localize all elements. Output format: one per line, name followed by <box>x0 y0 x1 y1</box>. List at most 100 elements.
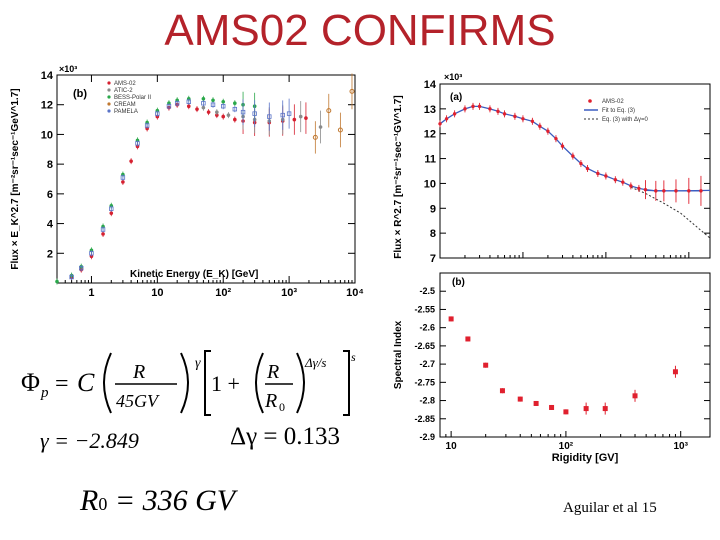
data-point <box>286 111 292 116</box>
data-point <box>337 127 343 133</box>
eq-bracket-right <box>343 350 350 416</box>
x-tick-label: 1 <box>88 287 94 299</box>
y-tick-label: 13 <box>424 104 436 116</box>
data-point <box>496 109 500 114</box>
y-tick-label: 14 <box>424 79 437 91</box>
data-point <box>637 186 641 191</box>
data-point <box>687 189 691 193</box>
data-point <box>477 104 482 109</box>
y-multiplier: ×10³ <box>444 72 462 82</box>
data-point <box>471 104 475 109</box>
y-tick-label: 14 <box>41 70 54 82</box>
x-tick-label: 10³ <box>281 287 297 299</box>
data-point <box>195 107 199 111</box>
citation-credit: Aguilar et al 15 <box>563 500 657 516</box>
data-point <box>144 123 150 128</box>
data-point <box>499 388 505 394</box>
data-point <box>613 178 618 182</box>
eq-phi: Φ <box>21 368 40 397</box>
data-point <box>109 211 114 215</box>
flux-equation: Φ p = C R 45GV γ 1 + R R 0 Δγ/s s <box>21 350 356 416</box>
data-point <box>292 117 297 122</box>
data-point <box>121 180 125 184</box>
data-point <box>438 122 442 126</box>
eq-paren-left-1 <box>103 352 112 414</box>
data-point <box>465 336 471 342</box>
x-tick-label: 10² <box>559 441 574 452</box>
legend-marker <box>107 88 111 92</box>
y-tick-label: 11 <box>424 154 436 166</box>
data-point <box>174 101 180 106</box>
data-point <box>488 107 492 111</box>
r0-symbol: R <box>80 484 99 517</box>
data-point <box>232 106 238 112</box>
eq-frac2-num: R <box>266 361 279 383</box>
y-tick-label: -2.9 <box>419 432 435 442</box>
data-point <box>100 227 106 232</box>
delta-gamma-value: Δγ = 0.133 <box>230 423 340 450</box>
data-point <box>602 406 608 412</box>
panel-label: (b) <box>73 88 87 100</box>
data-point <box>629 184 633 188</box>
data-point <box>579 161 583 166</box>
no-break-curve <box>630 186 711 239</box>
x-tick-label: 10³ <box>673 441 688 452</box>
eq-const: C <box>77 368 95 397</box>
data-point <box>280 112 285 118</box>
data-point <box>560 144 565 148</box>
data-point <box>621 180 625 184</box>
data-point <box>89 251 94 256</box>
data-point <box>318 125 323 129</box>
flux-energy-chart: 1 10 10² 10³ 10⁴ 2 4 6 8 10 12 14 ×10³ Kinetic Energy… <box>10 64 364 299</box>
data-point <box>201 101 206 106</box>
y-tick-label: 10 <box>424 178 436 190</box>
data-point <box>120 175 126 180</box>
y-tick-label: -2.85 <box>414 414 435 424</box>
data-point <box>155 111 160 116</box>
plot-frame <box>56 74 356 284</box>
eq-bracket-left <box>204 350 211 416</box>
data-point <box>596 171 600 176</box>
data-point <box>298 114 303 119</box>
data-point <box>585 166 590 171</box>
legend-marker <box>107 109 111 113</box>
data-point <box>349 88 355 94</box>
plot-frame <box>439 272 711 438</box>
y-tick-label: 8 <box>430 228 436 240</box>
data-point <box>583 406 589 412</box>
data-point <box>530 119 535 123</box>
eq-one-plus: 1 + <box>211 371 240 396</box>
data-point <box>452 112 457 116</box>
data-point <box>135 141 140 146</box>
data-point <box>538 124 542 128</box>
eq-frac1-den: 45GV <box>116 391 160 411</box>
y-axis-label: Flux × R^2.7 [m⁻²sr⁻¹sec⁻¹GV^1.7] <box>393 95 404 258</box>
legend-entry: Fit to Eq. (3) <box>602 108 635 114</box>
r0-rest: = 336 GV <box>114 484 236 517</box>
eq-exp-s: s <box>351 350 356 364</box>
data-point <box>643 187 648 192</box>
r0-subscript: 0 <box>98 494 108 514</box>
y-tick-label: 9 <box>430 203 436 215</box>
legend-entry: AMS-02 <box>602 99 624 105</box>
y-tick-label: -2.7 <box>419 359 435 369</box>
data-point <box>221 114 226 119</box>
data-point <box>233 117 237 122</box>
data-point <box>101 232 105 236</box>
data-point <box>654 189 658 193</box>
y-tick-label: -2.6 <box>419 323 435 333</box>
y-tick-label: 7 <box>430 253 436 265</box>
y-axis-label: Flux × E_K^2.7 [m⁻²sr⁻¹sec⁻¹GeV^1.7] <box>10 88 21 269</box>
y-tick-label: -2.5 <box>419 286 435 296</box>
data-point <box>632 393 638 399</box>
data-point <box>554 136 558 141</box>
data-point <box>252 111 257 116</box>
data-point <box>549 404 555 410</box>
data-point <box>521 117 525 121</box>
legend-marker <box>107 81 111 85</box>
y-tick-label: 10 <box>41 129 53 141</box>
panel-label: (a) <box>450 92 462 103</box>
x-tick-label: 10 <box>446 441 458 452</box>
data-point <box>79 265 84 271</box>
x-tick-label: 10⁴ <box>346 287 364 299</box>
